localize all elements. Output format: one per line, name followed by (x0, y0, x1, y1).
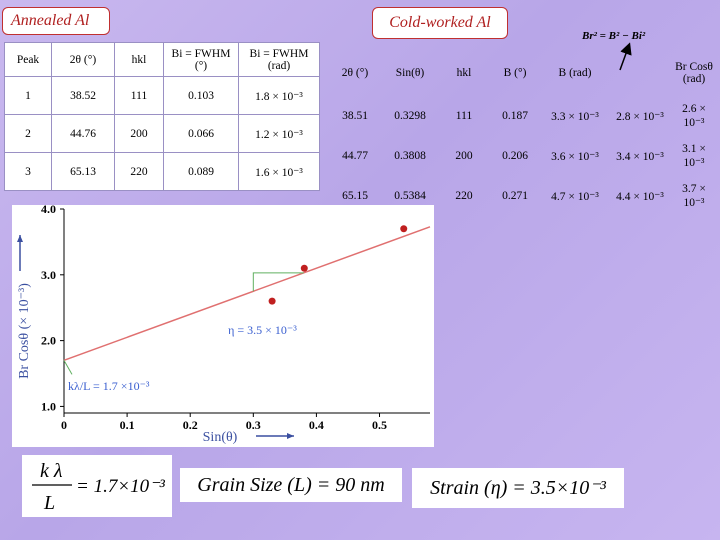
y-axis-label-arrowhead (17, 235, 23, 242)
annealed-al-label: Annealed Al (2, 7, 110, 35)
x-axis-label-arrowhead (287, 433, 294, 439)
cold-header-hkl: hkl (456, 67, 472, 79)
y-tick-label: 1.0 (41, 399, 56, 413)
kl-denominator: L (43, 492, 55, 514)
annealed-header-fwhm-deg: Bi = FWHM (°) (163, 42, 239, 77)
cell: 0.089 (163, 152, 239, 191)
cell: 2.6 × 10⁻³ (682, 103, 706, 129)
cell: 0.3298 (394, 110, 426, 122)
table-row: 2 44.76 200 0.066 1.2 × 10⁻³ (4, 114, 320, 153)
annealed-table: Peak 2θ (°) hkl Bi = FWHM (°) Bi = FWHM … (4, 42, 320, 191)
table-row: 3 65.13 220 0.089 1.6 × 10⁻³ (4, 152, 320, 191)
grain-size-box: Grain Size (L) = 90 nm (180, 468, 402, 502)
x-axis-label: Sin(θ) (203, 430, 238, 445)
intercept-annotation: kλ/L = 1.7 ×10⁻³ (68, 379, 150, 393)
cell: 1.8 × 10⁻³ (238, 76, 320, 115)
kl-numerator: k λ (40, 460, 63, 482)
cold-worked-table: 2θ (°) Sin(θ) hkl B (°) B (rad) Br Cosθ … (330, 50, 716, 216)
fit-line (63, 226, 431, 362)
cell: 0.206 (502, 150, 528, 162)
intercept-pointer (63, 360, 73, 375)
cell: 65.13 (51, 152, 115, 191)
cold-worked-al-label: Cold-worked Al (372, 7, 508, 39)
cell: 3.4 × 10⁻³ (616, 151, 664, 163)
y-tick-label: 2.0 (41, 334, 56, 348)
broadening-formula: Br² = B² − Bi² (582, 30, 646, 42)
cell: 44.77 (342, 150, 368, 162)
cell: 38.51 (342, 110, 368, 122)
cell: 1.6 × 10⁻³ (238, 152, 320, 191)
cell: 38.52 (51, 76, 115, 115)
cold-header-brcos: Br Cosθ (rad) (675, 61, 713, 85)
kl-value: = 1.7×10⁻³ (76, 476, 165, 497)
cell: 0.271 (502, 190, 528, 202)
data-point (268, 297, 276, 305)
data-point (400, 225, 408, 233)
cell: 44.76 (51, 114, 115, 153)
cell: 200 (114, 114, 164, 153)
cell: 0.5384 (394, 190, 426, 202)
cell: 2 (4, 114, 52, 153)
cold-header-b-deg: B (°) (503, 67, 527, 79)
y-tick-label: 3.0 (41, 268, 56, 282)
cell: 3 (4, 152, 52, 191)
x-tick-label: 0.5 (372, 418, 387, 432)
annealed-header-hkl: hkl (114, 42, 164, 77)
cell: 0.103 (163, 76, 239, 115)
strain-box: Strain (η) = 3.5×10⁻³ (412, 468, 624, 508)
x-tick-label: 0.1 (120, 418, 135, 432)
williamson-hall-chart: 1.0 2.0 3.0 4.0 0 0.1 0.2 0.3 0.4 0.5 Sin(θ) Br Cos… (12, 202, 434, 447)
cold-header-br (608, 50, 672, 96)
cell: 220 (114, 152, 164, 191)
cell: 1 (4, 76, 52, 115)
table-row: 38.51 0.3298 111 0.187 3.3 × 10⁻³ 2.8 × … (330, 96, 716, 136)
kl-formula-svg: k λ L = 1.7×10⁻³ (32, 460, 165, 514)
cell: 200 (455, 150, 473, 162)
annealed-header-fwhm-rad: Bi = FWHM (rad) (238, 42, 320, 77)
table-row: 1 38.52 111 0.103 1.8 × 10⁻³ (4, 76, 320, 115)
cell: 3.6 × 10⁻³ (551, 151, 599, 163)
annealed-header-peak: Peak (4, 42, 52, 77)
cold-header-b-rad: B (rad) (558, 67, 592, 79)
cold-header-sintheta: Sin(θ) (395, 67, 425, 79)
y-axis-label: Br Cosθ (× 10⁻³) (17, 283, 32, 379)
cell: 0.3808 (394, 150, 426, 162)
cell: 0.187 (502, 110, 528, 122)
kl-formula-box: k λ L = 1.7×10⁻³ (22, 455, 172, 517)
chart-svg: 1.0 2.0 3.0 4.0 0 0.1 0.2 0.3 0.4 0.5 Sin(θ) Br Cos… (17, 202, 431, 445)
cell: 220 (455, 190, 473, 202)
cell: 4.4 × 10⁻³ (616, 191, 664, 203)
cell: 0.066 (163, 114, 239, 153)
table-row: 44.77 0.3808 200 0.206 3.6 × 10⁻³ 3.4 × … (330, 136, 716, 176)
cell: 111 (455, 110, 473, 122)
cell: 1.2 × 10⁻³ (238, 114, 320, 153)
x-tick-label: 0 (61, 418, 67, 432)
cell: 3.7 × 10⁻³ (682, 183, 706, 209)
data-point (300, 264, 308, 272)
cell: 4.7 × 10⁻³ (551, 191, 599, 203)
cell: 65.15 (342, 190, 368, 202)
slope-triangle (252, 272, 304, 292)
x-tick-label: 0.2 (183, 418, 198, 432)
cell: 2.8 × 10⁻³ (616, 111, 664, 123)
table-row: 65.15 0.5384 220 0.271 4.7 × 10⁻³ 4.4 × … (330, 176, 716, 216)
x-tick-label: 0.3 (246, 418, 261, 432)
cold-header-2theta: 2θ (°) (341, 67, 369, 79)
y-tick-label: 4.0 (41, 205, 56, 216)
annealed-header-2theta: 2θ (°) (51, 42, 115, 77)
slope-annotation: η = 3.5 × 10⁻³ (228, 323, 297, 337)
cell: 3.1 × 10⁻³ (682, 143, 706, 169)
cell: 3.3 × 10⁻³ (551, 111, 599, 123)
x-tick-label: 0.4 (309, 418, 324, 432)
cell: 111 (114, 76, 164, 115)
